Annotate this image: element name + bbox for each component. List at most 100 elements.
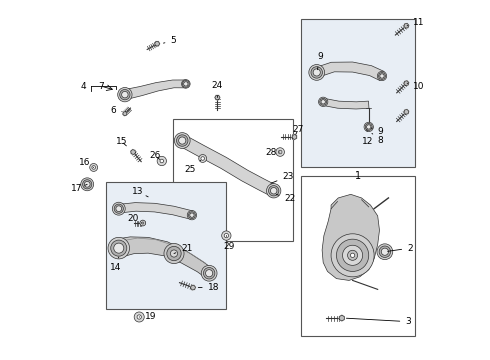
Circle shape	[171, 250, 177, 257]
Text: 28: 28	[265, 148, 280, 157]
Polygon shape	[155, 41, 160, 46]
Circle shape	[321, 100, 325, 104]
Circle shape	[201, 265, 217, 281]
Circle shape	[221, 231, 231, 240]
Circle shape	[379, 73, 386, 80]
Circle shape	[142, 222, 144, 224]
Circle shape	[184, 82, 188, 86]
Text: 5: 5	[164, 36, 176, 45]
Circle shape	[224, 233, 228, 238]
Text: 11: 11	[407, 18, 425, 27]
Text: 10: 10	[407, 82, 425, 91]
Circle shape	[114, 243, 124, 253]
Text: 7: 7	[98, 82, 104, 91]
Circle shape	[118, 87, 132, 102]
Polygon shape	[124, 80, 186, 100]
Text: 1: 1	[355, 171, 361, 181]
Polygon shape	[179, 135, 276, 196]
Circle shape	[331, 234, 374, 277]
Circle shape	[167, 246, 181, 261]
Text: 17: 17	[71, 184, 87, 193]
Circle shape	[380, 74, 384, 78]
Polygon shape	[315, 62, 384, 81]
Circle shape	[134, 312, 144, 322]
Circle shape	[182, 80, 189, 87]
Polygon shape	[322, 98, 369, 109]
Circle shape	[84, 181, 90, 187]
Text: 26: 26	[149, 151, 160, 160]
Bar	[172, 119, 293, 241]
Polygon shape	[340, 315, 344, 321]
Circle shape	[203, 267, 215, 279]
Circle shape	[343, 245, 363, 265]
Circle shape	[187, 211, 196, 220]
Text: 19: 19	[139, 312, 157, 321]
Text: 13: 13	[132, 187, 148, 197]
Circle shape	[276, 148, 285, 156]
Circle shape	[111, 240, 127, 256]
Circle shape	[318, 97, 328, 107]
Text: 8: 8	[372, 133, 384, 145]
Circle shape	[377, 71, 387, 81]
Text: 15: 15	[116, 137, 127, 146]
Circle shape	[116, 206, 122, 212]
Bar	[300, 19, 416, 167]
Circle shape	[160, 159, 164, 163]
Circle shape	[365, 123, 372, 130]
Circle shape	[350, 253, 355, 257]
Polygon shape	[215, 95, 220, 100]
Circle shape	[367, 125, 371, 129]
Text: 27: 27	[293, 125, 304, 135]
Circle shape	[311, 67, 322, 78]
Circle shape	[337, 239, 368, 271]
Circle shape	[320, 98, 327, 105]
Circle shape	[90, 163, 98, 171]
Text: 21: 21	[174, 244, 193, 253]
Text: 14: 14	[109, 257, 121, 273]
Text: 25: 25	[185, 161, 201, 175]
Bar	[300, 176, 416, 336]
Circle shape	[179, 137, 186, 144]
Polygon shape	[404, 23, 409, 28]
Circle shape	[122, 91, 128, 98]
Text: 9: 9	[371, 127, 384, 136]
Polygon shape	[293, 134, 296, 139]
Circle shape	[181, 80, 190, 88]
Text: 16: 16	[79, 158, 94, 167]
Bar	[106, 182, 226, 309]
Circle shape	[189, 212, 196, 219]
Circle shape	[267, 184, 281, 198]
Polygon shape	[118, 203, 193, 219]
Circle shape	[120, 90, 130, 100]
Text: 23: 23	[271, 172, 294, 183]
Text: 29: 29	[223, 235, 235, 251]
Circle shape	[92, 166, 96, 169]
Polygon shape	[123, 112, 127, 116]
Circle shape	[140, 220, 146, 226]
Text: 3: 3	[346, 317, 411, 326]
Circle shape	[381, 248, 389, 255]
Circle shape	[157, 156, 167, 166]
Polygon shape	[131, 149, 135, 154]
Text: 9: 9	[318, 53, 323, 70]
Circle shape	[190, 213, 194, 217]
Circle shape	[347, 250, 358, 260]
Circle shape	[377, 244, 393, 260]
Circle shape	[278, 150, 282, 154]
Text: 20: 20	[127, 214, 142, 223]
Circle shape	[83, 180, 92, 189]
Circle shape	[309, 64, 324, 80]
Polygon shape	[322, 194, 379, 280]
Circle shape	[364, 122, 373, 132]
Text: 4: 4	[80, 82, 86, 91]
Circle shape	[81, 178, 94, 191]
Circle shape	[199, 154, 207, 162]
Circle shape	[205, 270, 213, 277]
Circle shape	[137, 315, 141, 319]
Circle shape	[164, 243, 184, 264]
Circle shape	[176, 135, 188, 146]
Text: 12: 12	[362, 130, 374, 146]
Polygon shape	[404, 109, 409, 114]
Circle shape	[270, 188, 277, 194]
Circle shape	[114, 204, 123, 213]
